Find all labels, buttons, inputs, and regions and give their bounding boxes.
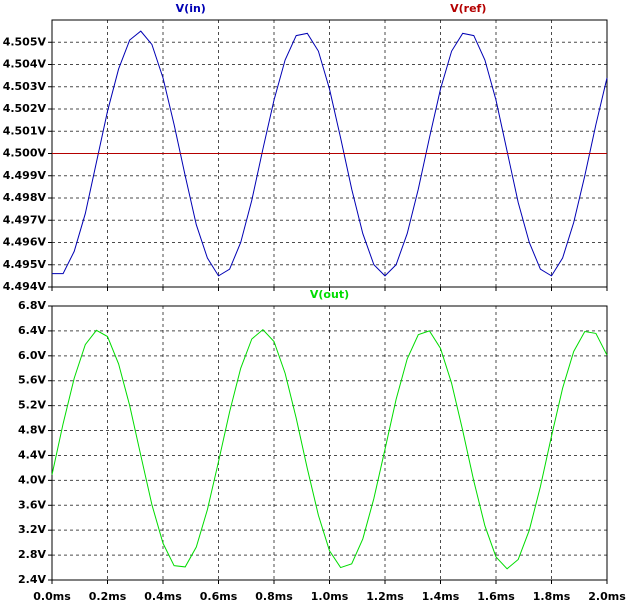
x-tick-label: 2.0ms <box>588 590 626 603</box>
y-tick-label: 6.0V <box>18 349 46 362</box>
x-tick-label: 1.2ms <box>366 590 404 603</box>
y-tick-label: 4.496V <box>3 236 47 249</box>
y-tick-label: 4.0V <box>18 473 46 486</box>
y-tick-label: 3.6V <box>18 498 46 511</box>
y-tick-label: 4.500V <box>3 147 47 160</box>
y-tick-label: 4.503V <box>3 80 47 93</box>
legend-entry: V(out) <box>310 288 349 301</box>
y-tick-label: 5.6V <box>18 374 46 387</box>
y-tick-label: 4.504V <box>3 58 47 71</box>
y-tick-label: 2.4V <box>18 573 46 586</box>
series-line <box>52 30 608 277</box>
y-tick-label: 4.501V <box>3 124 47 137</box>
y-tick-label: 2.8V <box>18 548 46 561</box>
legend-entry: V(ref) <box>450 2 486 15</box>
y-tick-label: 4.4V <box>18 448 46 461</box>
x-tick-label: 0.2ms <box>89 590 127 603</box>
y-tick-label: 4.494V <box>3 280 47 293</box>
x-tick-label: 1.6ms <box>477 590 515 603</box>
y-tick-label: 4.497V <box>3 213 47 226</box>
x-tick-label: 0.4ms <box>144 590 182 603</box>
x-tick-label: 1.0ms <box>311 590 349 603</box>
legend-entry: V(in) <box>176 2 206 15</box>
x-tick-label: 1.8ms <box>533 590 571 603</box>
series-line <box>51 328 608 570</box>
y-tick-label: 6.8V <box>18 299 46 312</box>
y-tick-label: 4.502V <box>3 102 47 115</box>
y-tick-label: 4.499V <box>3 169 47 182</box>
x-tick-label: 0.0ms <box>33 590 71 603</box>
y-tick-label: 4.495V <box>3 258 47 271</box>
y-tick-label: 6.4V <box>18 324 46 337</box>
y-tick-label: 4.505V <box>3 35 47 48</box>
y-tick-label: 3.2V <box>18 523 46 536</box>
x-tick-label: 1.4ms <box>422 590 460 603</box>
plot-frame <box>51 305 608 581</box>
x-tick-label: 0.6ms <box>200 590 238 603</box>
y-tick-label: 4.8V <box>18 424 46 437</box>
y-tick-label: 5.2V <box>18 399 46 412</box>
x-tick-label: 0.8ms <box>255 590 293 603</box>
y-tick-label: 4.498V <box>3 191 47 204</box>
